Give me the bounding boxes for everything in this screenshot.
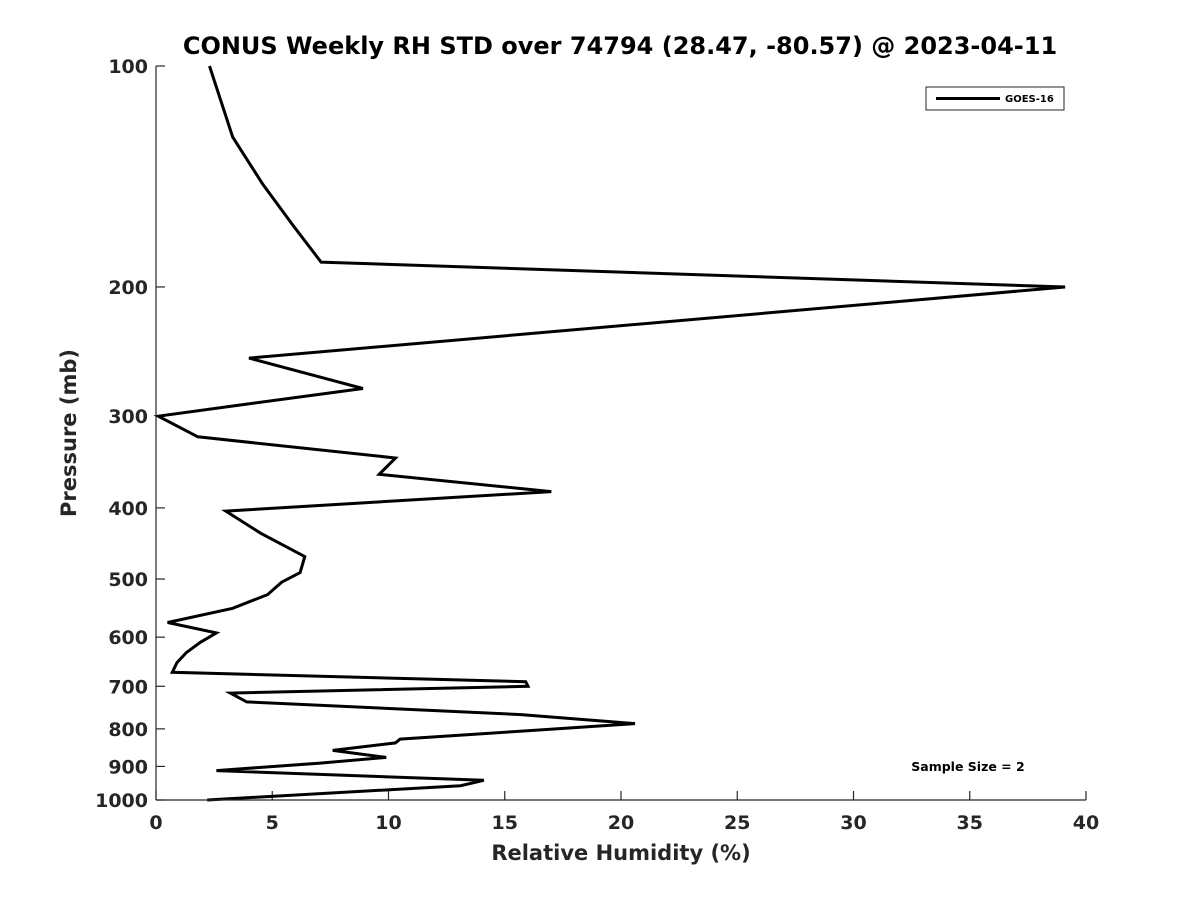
y-tick-label: 100 bbox=[108, 56, 148, 78]
y-tick-label: 300 bbox=[108, 406, 148, 428]
x-tick-label: 25 bbox=[724, 812, 750, 834]
series-line-goes-16 bbox=[153, 65, 1066, 802]
y-tick-label: 900 bbox=[108, 756, 148, 778]
y-tick-label: 500 bbox=[108, 569, 148, 591]
y-tick-label: 400 bbox=[108, 498, 148, 520]
x-tick-label: 10 bbox=[375, 812, 401, 834]
legend-entry-goes-16: GOES-16 bbox=[1005, 94, 1054, 105]
x-tick-label: 40 bbox=[1073, 812, 1099, 834]
y-tick-label: 800 bbox=[108, 719, 148, 741]
x-tick-label: 30 bbox=[840, 812, 866, 834]
y-axis-label: Pressure (mb) bbox=[57, 349, 81, 517]
legend: GOES-16 bbox=[925, 86, 1065, 111]
y-tick-label: 600 bbox=[108, 627, 148, 649]
y-tick-label: 1000 bbox=[95, 790, 148, 812]
x-tick-label: 35 bbox=[957, 812, 983, 834]
chart-title: CONUS Weekly RH STD over 74794 (28.47, -… bbox=[183, 32, 1057, 60]
x-tick-label: 20 bbox=[608, 812, 634, 834]
x-tick-label: 15 bbox=[492, 812, 518, 834]
x-axis-ticks: 0 5 10 15 20 25 30 35 40 bbox=[149, 791, 1099, 834]
y-axis-ticks: 100 200 300 400 500 600 700 800 900 1000 bbox=[95, 56, 165, 812]
y-tick-label: 700 bbox=[108, 676, 148, 698]
x-tick-label: 0 bbox=[149, 812, 162, 834]
y-tick-label: 200 bbox=[108, 277, 148, 299]
sample-size-annotation: Sample Size = 2 bbox=[911, 759, 1024, 774]
x-axis-label: Relative Humidity (%) bbox=[491, 841, 750, 865]
x-tick-label: 5 bbox=[266, 812, 279, 834]
